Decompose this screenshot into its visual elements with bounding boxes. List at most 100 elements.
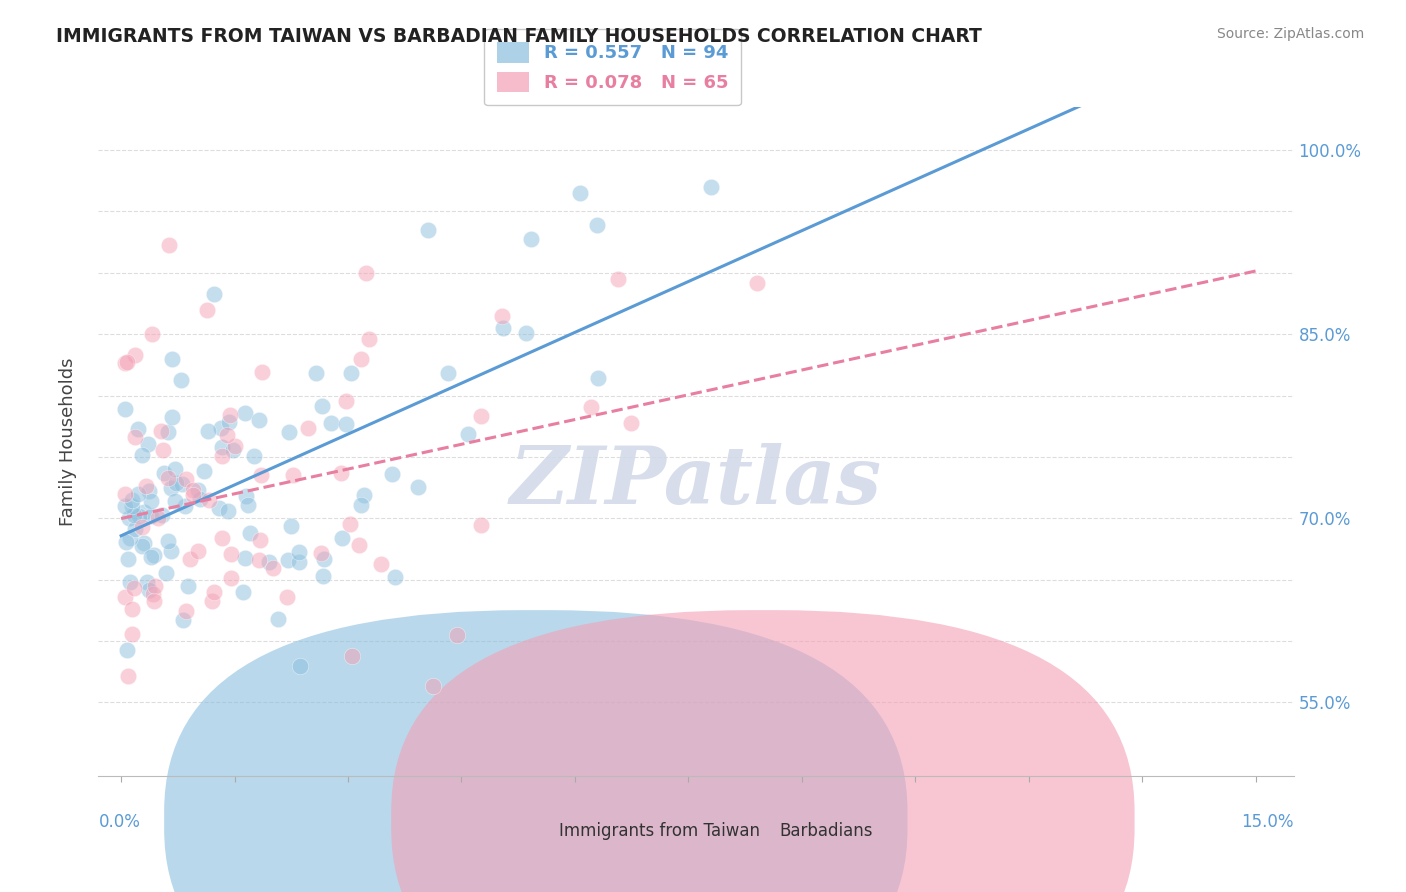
Point bbox=[121, 493, 143, 508]
Legend: R = 0.557   N = 94, R = 0.078   N = 65: R = 0.557 N = 94, R = 0.078 N = 65 bbox=[484, 29, 741, 105]
Point bbox=[297, 421, 319, 435]
Point bbox=[257, 555, 280, 569]
Point bbox=[247, 553, 270, 567]
Point bbox=[217, 504, 239, 518]
Point bbox=[170, 477, 193, 491]
Point bbox=[114, 487, 136, 501]
Text: Source: ZipAtlas.com: Source: ZipAtlas.com bbox=[1216, 27, 1364, 41]
Point bbox=[115, 534, 138, 549]
Point bbox=[202, 584, 225, 599]
Point bbox=[170, 373, 193, 387]
Point bbox=[235, 489, 257, 503]
Point bbox=[160, 409, 183, 424]
Point bbox=[124, 430, 146, 444]
Point bbox=[117, 642, 139, 657]
Point bbox=[195, 302, 218, 317]
Point bbox=[188, 491, 211, 506]
Point bbox=[356, 266, 378, 280]
Point bbox=[491, 310, 513, 324]
Point bbox=[141, 327, 163, 342]
Point bbox=[250, 366, 273, 380]
Point bbox=[211, 449, 233, 463]
Point bbox=[193, 464, 215, 478]
Point bbox=[181, 488, 204, 502]
Point bbox=[157, 238, 180, 252]
Point bbox=[492, 321, 515, 335]
Point bbox=[157, 533, 180, 548]
Point bbox=[135, 479, 157, 493]
Point bbox=[277, 425, 299, 440]
Point bbox=[277, 553, 299, 567]
Text: ZIPatlas: ZIPatlas bbox=[510, 443, 882, 520]
Point bbox=[117, 552, 139, 566]
Point bbox=[165, 475, 187, 490]
FancyBboxPatch shape bbox=[391, 610, 1135, 892]
Point bbox=[114, 590, 136, 604]
Point bbox=[135, 575, 157, 590]
Point bbox=[222, 443, 245, 458]
Point bbox=[141, 494, 163, 508]
Point bbox=[290, 658, 312, 673]
Point bbox=[131, 448, 153, 462]
Point bbox=[249, 467, 271, 482]
Point bbox=[422, 679, 444, 693]
Point bbox=[179, 552, 201, 566]
Point bbox=[446, 628, 468, 642]
Point bbox=[249, 533, 271, 547]
Point bbox=[146, 510, 169, 524]
Point bbox=[114, 499, 136, 513]
Point bbox=[153, 467, 176, 481]
Point bbox=[350, 498, 373, 512]
Point bbox=[311, 399, 333, 413]
Point bbox=[311, 569, 333, 583]
Point bbox=[586, 371, 609, 385]
Point bbox=[187, 483, 209, 497]
Point bbox=[470, 409, 492, 424]
Point bbox=[124, 348, 146, 362]
Point bbox=[121, 627, 143, 641]
Point bbox=[219, 547, 242, 561]
Point bbox=[579, 400, 602, 414]
Point bbox=[406, 480, 429, 494]
Point bbox=[357, 332, 380, 346]
Point bbox=[149, 424, 172, 438]
Point bbox=[174, 604, 197, 618]
Point bbox=[267, 611, 290, 625]
Point bbox=[620, 416, 643, 430]
Point bbox=[235, 406, 257, 420]
Point bbox=[134, 536, 156, 550]
Point bbox=[211, 440, 233, 454]
Point bbox=[384, 570, 406, 584]
Point bbox=[118, 574, 141, 589]
Point bbox=[122, 508, 145, 523]
Point bbox=[347, 538, 370, 552]
Text: 15.0%: 15.0% bbox=[1241, 813, 1294, 830]
Point bbox=[280, 518, 302, 533]
Point bbox=[569, 186, 592, 201]
Point bbox=[121, 601, 143, 615]
Point bbox=[340, 648, 363, 663]
Point bbox=[160, 351, 183, 366]
Point bbox=[243, 450, 266, 464]
Point bbox=[139, 549, 162, 564]
Point bbox=[247, 413, 270, 427]
Point bbox=[131, 539, 153, 553]
Point bbox=[159, 544, 181, 558]
Point bbox=[174, 499, 197, 513]
Point bbox=[457, 427, 479, 442]
Point bbox=[138, 582, 160, 597]
Point bbox=[520, 232, 543, 246]
Point bbox=[124, 581, 146, 595]
Point bbox=[339, 517, 361, 532]
Point bbox=[197, 424, 219, 438]
Point bbox=[353, 488, 375, 502]
Point bbox=[370, 557, 392, 571]
Point bbox=[131, 520, 153, 534]
Point bbox=[335, 393, 357, 408]
Text: IMMIGRANTS FROM TAIWAN VS BARBADIAN FAMILY HOUSEHOLDS CORRELATION CHART: IMMIGRANTS FROM TAIWAN VS BARBADIAN FAMI… bbox=[56, 27, 983, 45]
Point bbox=[350, 352, 373, 367]
Y-axis label: Family Households: Family Households bbox=[59, 358, 77, 525]
Point bbox=[152, 442, 174, 457]
Point bbox=[187, 544, 209, 558]
Point bbox=[209, 421, 232, 435]
